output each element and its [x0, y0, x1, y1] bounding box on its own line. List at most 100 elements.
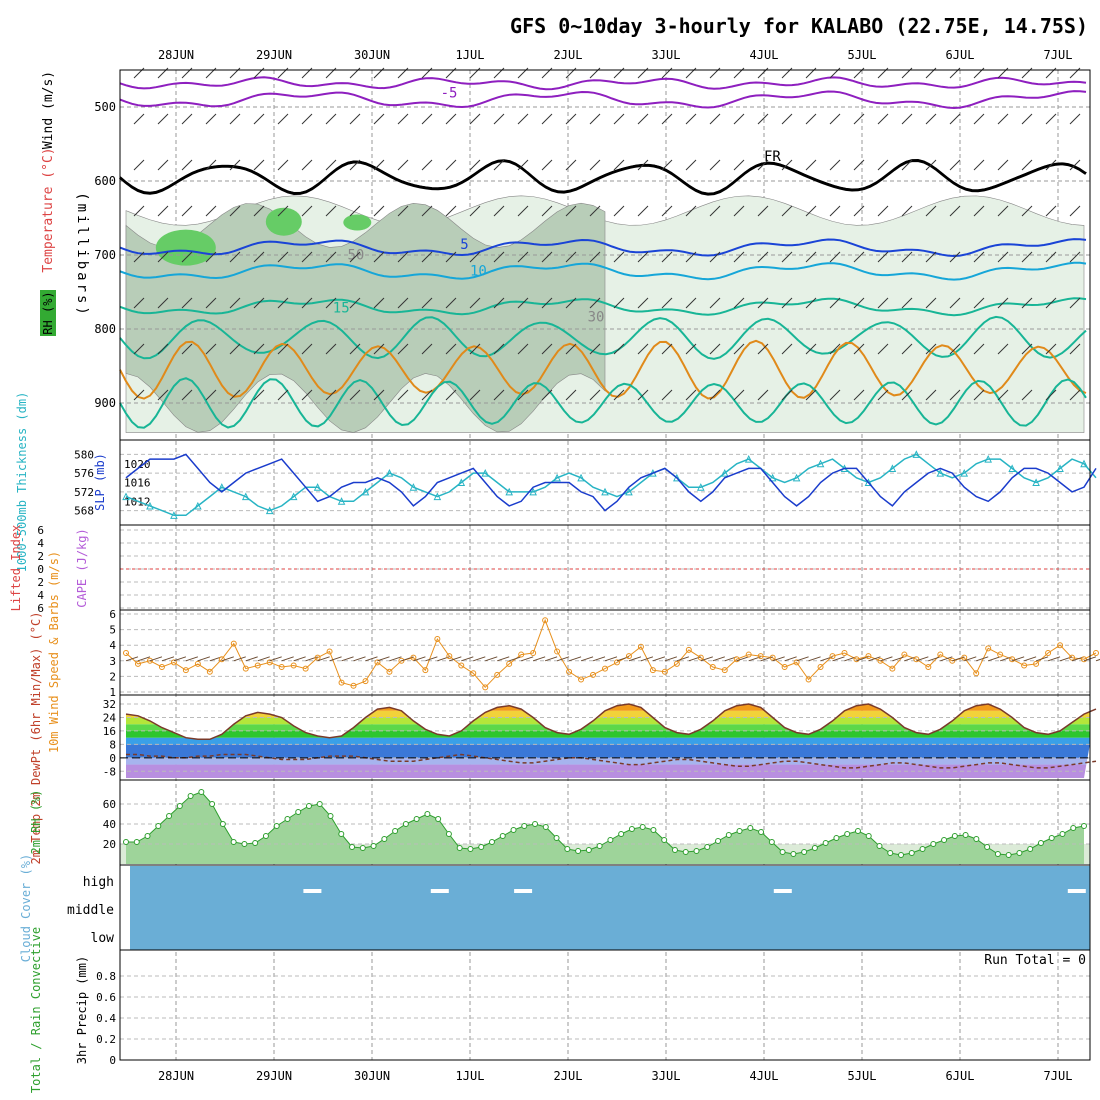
- wind-barb: [685, 159, 697, 171]
- wind-barb: [589, 297, 601, 309]
- wind-barb: [661, 343, 673, 355]
- wind-speed-point: [182, 667, 189, 674]
- wind-barb: [133, 343, 145, 355]
- wind-barb: [901, 389, 913, 401]
- precip-axis-label: 3hr Precip (mm): [75, 956, 89, 1064]
- wind-barb: [229, 297, 241, 309]
- rh-point: [887, 850, 894, 856]
- wind-barb: [541, 113, 553, 125]
- wind-barb: [781, 297, 793, 309]
- wind-speed-point: [865, 653, 872, 660]
- wind-barb: [829, 159, 841, 171]
- wind-speed-point: [793, 659, 800, 666]
- wind-barb-10m: [880, 656, 893, 662]
- wind-barb-10m: [928, 656, 941, 662]
- wind-speed-point: [745, 651, 752, 658]
- wind-barb: [637, 159, 649, 171]
- thickness-point: [217, 483, 226, 491]
- rh-point: [898, 852, 905, 858]
- top-date-label: 7JUL: [1044, 48, 1073, 62]
- wind-barb: [421, 389, 433, 401]
- top-date-label: 4JUL: [750, 48, 779, 62]
- wind-speed-point: [697, 654, 704, 661]
- wind-barb-10m: [449, 656, 462, 662]
- wind-barb: [517, 343, 529, 355]
- wind-barb: [709, 343, 721, 355]
- thickness-point: [673, 473, 681, 482]
- wind-barb-10m: [509, 656, 522, 662]
- wind-barb: [301, 389, 313, 401]
- wind-barb: [661, 389, 673, 401]
- wind-barb: [685, 251, 697, 263]
- wind-barb: [781, 343, 793, 355]
- rh-tick-label: 20: [103, 838, 116, 851]
- wind-barb: [973, 343, 985, 355]
- wind-barb: [133, 159, 145, 171]
- wind-barb-10m: [640, 656, 654, 662]
- thickness-point: [936, 469, 945, 477]
- wind-barb: [517, 389, 529, 401]
- bottom-date-label: 1JUL: [456, 1069, 485, 1083]
- wind-barb: [133, 205, 145, 217]
- wind-barb-10m: [221, 656, 234, 662]
- wind-barb: [325, 159, 337, 171]
- bottom-date-label: 5JUL: [848, 1069, 877, 1083]
- wind-speed-point: [158, 664, 165, 671]
- rh-point: [176, 803, 183, 809]
- wind-barb: [829, 343, 841, 355]
- wind-speed-point: [1092, 650, 1099, 656]
- top-date-label: 30JUN: [354, 48, 390, 62]
- wind-barb-10m: [521, 656, 534, 662]
- wind-barb: [685, 389, 697, 401]
- wind-barb: [181, 205, 193, 217]
- thickness-tick-label: 572: [74, 486, 94, 499]
- precip-tick-label: 0: [109, 1054, 116, 1067]
- cape-tick-label: 2: [37, 550, 44, 563]
- thickness-point: [577, 473, 585, 482]
- wind-speed-point: [230, 640, 237, 647]
- wind-barb: [1021, 389, 1033, 401]
- wind-speed-point: [901, 651, 908, 658]
- wind-barb-10m: [976, 656, 989, 662]
- rh-point: [467, 846, 474, 852]
- top-date-label: 2JUL: [554, 48, 583, 62]
- wind10m-panel: 1 2 3 4 5 6 10m Wind Speed & Barbs (m/s): [47, 551, 1100, 753]
- wind-barb: [541, 389, 553, 401]
- bottom-date-label: 6JUL: [946, 1069, 975, 1083]
- wind-barb-10m: [964, 656, 977, 662]
- temp-band: [126, 704, 1090, 711]
- rh-point: [402, 821, 409, 827]
- panel-border: [119, 439, 1091, 526]
- rh-point: [1027, 846, 1034, 852]
- thickness-point: [241, 492, 250, 501]
- rh-point: [488, 839, 495, 845]
- cape-tick-label: 4: [37, 589, 44, 602]
- wind-barb: [349, 389, 361, 401]
- wind-barb: [685, 343, 697, 355]
- wind-barb: [229, 205, 241, 217]
- wind-barb: [277, 343, 289, 355]
- wind-barb: [877, 159, 889, 171]
- cape-tick-label: 6: [37, 524, 44, 537]
- wind-barb: [589, 159, 601, 171]
- wind-barb: [661, 205, 673, 217]
- rh-point: [349, 844, 356, 850]
- panel-border: [119, 949, 1091, 1061]
- wind-barb: [637, 205, 649, 217]
- wind-speed-point: [829, 653, 836, 660]
- thickness-point: [146, 501, 154, 510]
- wind-barb-10m: [461, 656, 474, 662]
- wind-barb: [205, 343, 217, 355]
- wind-barb-10m: [808, 656, 821, 662]
- rh-point: [510, 827, 517, 833]
- thickness-point: [960, 469, 969, 477]
- wind-barb: [1069, 343, 1081, 355]
- wind-barb: [685, 297, 697, 309]
- rh-point: [295, 809, 302, 815]
- wind-barb: [277, 297, 289, 309]
- contour-label: 10: [470, 264, 487, 280]
- rh-point: [908, 850, 915, 856]
- rh-point: [951, 833, 958, 839]
- wind-barb: [157, 205, 169, 217]
- isotherm-minus5-upper: [119, 76, 1087, 91]
